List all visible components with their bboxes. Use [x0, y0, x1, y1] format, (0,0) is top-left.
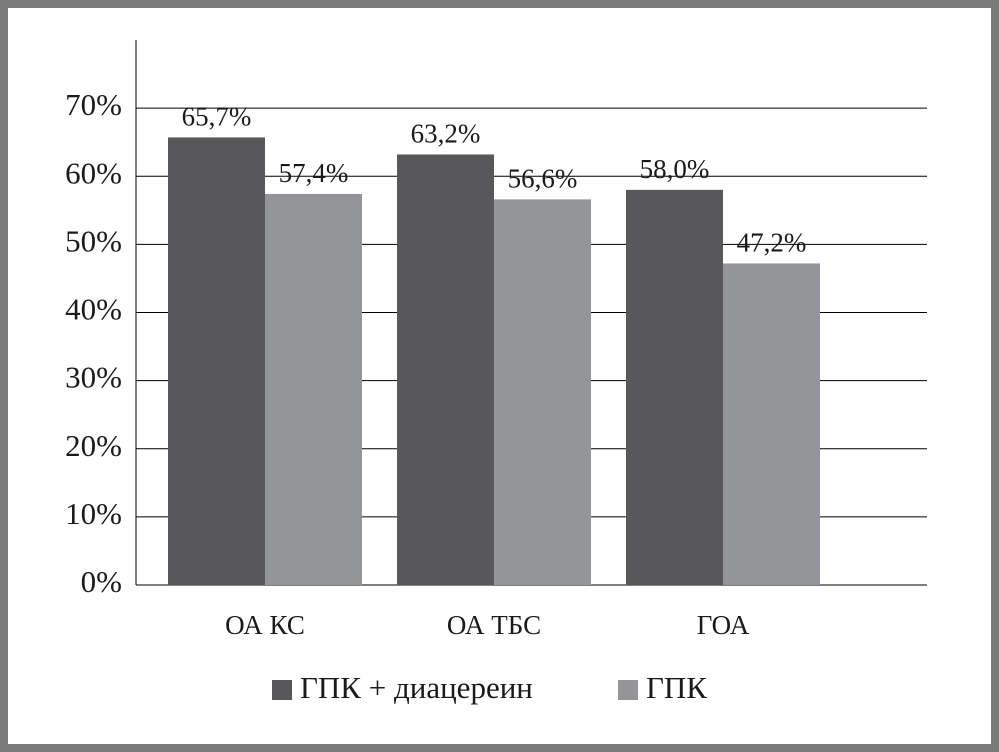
legend-swatch	[272, 680, 292, 700]
value-label: 65,7%	[182, 102, 252, 132]
legend-label: ГПК + диацереин	[300, 670, 533, 705]
y-tick-label: 40%	[65, 292, 122, 327]
y-tick-label: 20%	[65, 428, 122, 463]
y-tick-label: 70%	[65, 87, 122, 122]
value-label: 57,4%	[279, 158, 349, 188]
value-label: 56,6%	[508, 164, 578, 194]
y-tick-label: 60%	[65, 155, 122, 190]
bar	[723, 263, 820, 585]
bar	[265, 193, 362, 585]
x-tick-label: ГОА	[697, 610, 750, 640]
bar	[397, 154, 494, 585]
bar	[626, 189, 723, 585]
value-label: 58,0%	[640, 154, 710, 184]
bar	[494, 199, 591, 585]
y-tick-label: 50%	[65, 223, 122, 258]
value-label: 63,2%	[411, 119, 481, 149]
value-label: 47,2%	[737, 228, 807, 258]
x-tick-label: ОА ТБС	[447, 610, 541, 640]
y-tick-label: 30%	[65, 360, 122, 395]
x-tick-label: ОА КС	[225, 610, 305, 640]
y-tick-label: 10%	[65, 496, 122, 531]
y-tick-label: 0%	[81, 564, 122, 599]
legend-label: ГПК	[646, 670, 707, 705]
bar	[168, 137, 265, 585]
legend-swatch	[618, 680, 638, 700]
